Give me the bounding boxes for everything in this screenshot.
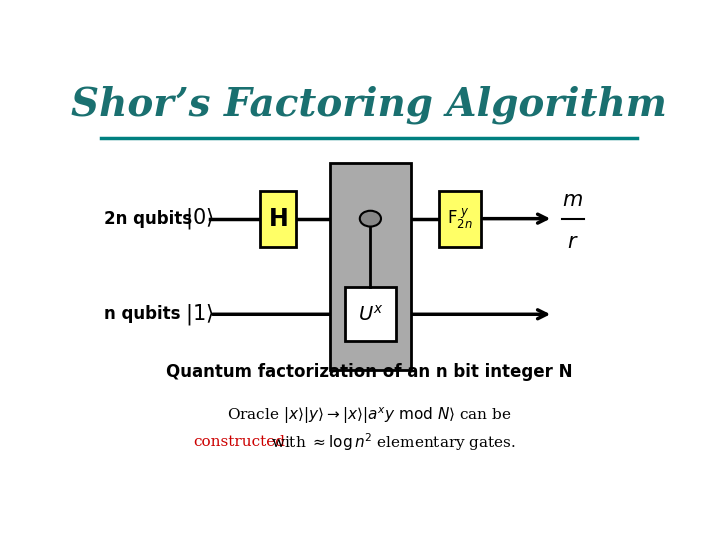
Text: 2n qubits: 2n qubits bbox=[104, 210, 192, 228]
Text: $|1\rangle$: $|1\rangle$ bbox=[184, 302, 213, 327]
Text: Oracle $|x\rangle|y\rangle \rightarrow |x\rangle|a^x y\ \mathrm{mod}\ N\rangle$ : Oracle $|x\rangle|y\rangle \rightarrow |… bbox=[227, 406, 511, 427]
Text: H: H bbox=[269, 207, 288, 231]
Circle shape bbox=[360, 211, 381, 227]
Text: $m$: $m$ bbox=[562, 190, 583, 210]
Text: $|0\rangle$: $|0\rangle$ bbox=[184, 206, 213, 231]
Text: $U^x$: $U^x$ bbox=[358, 304, 383, 325]
Text: constructed: constructed bbox=[193, 435, 285, 449]
Bar bbox=[438, 191, 481, 247]
Text: n qubits: n qubits bbox=[104, 305, 181, 323]
Text: $\mathrm{F}_{2n}^{\ y}$: $\mathrm{F}_{2n}^{\ y}$ bbox=[447, 206, 472, 231]
Bar bbox=[346, 287, 395, 341]
Text: Shor’s Factoring Algorithm: Shor’s Factoring Algorithm bbox=[71, 85, 667, 124]
Text: $r$: $r$ bbox=[567, 232, 578, 252]
Text: with $\approx \log n^2$ elementary gates.: with $\approx \log n^2$ elementary gates… bbox=[271, 431, 516, 453]
Text: Quantum factorization of an n bit integer N: Quantum factorization of an n bit intege… bbox=[166, 363, 572, 381]
Bar bbox=[260, 191, 297, 247]
Bar bbox=[330, 163, 411, 370]
